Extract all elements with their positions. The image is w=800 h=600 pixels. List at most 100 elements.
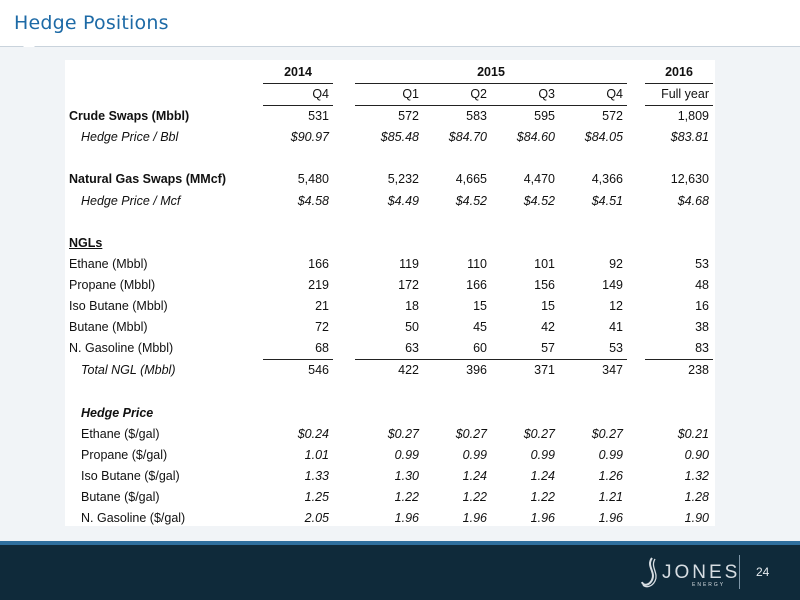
value-cell: 18 — [405, 299, 419, 314]
table-row: Total NGL (Mbbl) 546 422 396 371 347 238 — [65, 359, 713, 382]
value-cell: $0.27 — [591, 426, 623, 441]
value-cell: $4.51 — [591, 193, 623, 208]
quarter-header: Q3 — [491, 83, 559, 107]
quarter-header: Q4 — [559, 83, 627, 107]
value-cell: 172 — [398, 277, 419, 292]
row-label: Butane (Mbbl) — [69, 320, 148, 335]
value-cell: 156 — [534, 277, 555, 292]
value-cell — [645, 403, 713, 424]
value-cell — [355, 148, 423, 169]
table-row: NGLs — [65, 233, 713, 254]
value-cell: 149 — [602, 277, 623, 292]
value-cell: $0.24 — [297, 426, 329, 441]
table-row: N. Gasoline ($/gal) 2.05 1.96 1.96 1.96 1.96 1… — [65, 508, 713, 529]
value-cell: 0.99 — [394, 447, 419, 462]
value-cell — [645, 148, 713, 169]
table-panel — [65, 60, 715, 526]
value-cell: 1.22 — [530, 489, 555, 504]
row-label: Iso Butane ($/gal) — [81, 468, 180, 483]
footer-stripe — [0, 541, 800, 545]
value-cell: 1.22 — [462, 489, 487, 504]
value-cell: $0.27 — [523, 426, 555, 441]
value-cell: $4.68 — [677, 193, 709, 208]
value-cell: 12,630 — [670, 172, 709, 187]
value-cell: 422 — [355, 359, 423, 382]
value-cell: 5,480 — [297, 172, 329, 187]
value-cell: 16 — [695, 299, 709, 314]
row-label: Natural Gas Swaps (MMcf) — [69, 172, 226, 187]
value-cell: 238 — [645, 359, 713, 382]
value-cell — [263, 148, 333, 169]
value-cell: 110 — [467, 256, 487, 271]
year-header-2016: 2016 — [645, 62, 713, 85]
company-logo: JONES ENERGY — [640, 556, 737, 590]
value-cell: $0.27 — [387, 426, 419, 441]
value-cell: 583 — [466, 109, 487, 124]
value-cell: 15 — [541, 299, 555, 314]
table-row: Hedge Price / Bbl $90.97 $85.48 $84.70 $84.6… — [65, 127, 713, 148]
value-cell — [423, 148, 491, 169]
value-cell: 60 — [473, 341, 487, 356]
table-row: Iso Butane (Mbbl) 21 18 15 15 12 16 — [65, 296, 713, 317]
table-row: Ethane (Mbbl) 166 119 110 101 92 53 — [65, 254, 713, 275]
value-cell: 1.21 — [598, 489, 623, 504]
value-cell: 83 — [695, 341, 709, 356]
value-cell: 1.25 — [304, 489, 329, 504]
value-cell: 119 — [399, 256, 419, 271]
value-cell — [491, 212, 559, 233]
row-label — [65, 212, 263, 233]
value-cell — [355, 212, 423, 233]
table-row — [65, 381, 713, 402]
value-cell: 21 — [315, 299, 329, 314]
value-cell: 166 — [466, 277, 487, 292]
value-cell: 15 — [473, 299, 487, 314]
value-cell: 53 — [695, 256, 709, 271]
table-row: Natural Gas Swaps (MMcf) 5,480 5,232 4,665 4… — [65, 169, 713, 190]
value-cell: $0.21 — [677, 426, 709, 441]
slide-header: Hedge Positions — [0, 0, 800, 47]
year-header-2014: 2014 — [263, 62, 333, 85]
value-cell — [355, 381, 423, 402]
value-cell — [423, 381, 491, 402]
header-divider — [0, 46, 800, 47]
value-cell: 572 — [602, 109, 623, 124]
value-cell: 219 — [308, 277, 329, 292]
quarter-header-row: Q4 Q1 Q2 Q3 Q4 Full year — [65, 83, 713, 107]
quarter-header: Q4 — [263, 83, 333, 107]
value-cell: 1.32 — [684, 468, 709, 483]
year-header-row: 2014 2015 2016 — [65, 62, 713, 85]
value-cell — [423, 233, 491, 254]
value-cell: 92 — [609, 256, 623, 271]
value-cell: 5,232 — [387, 172, 419, 187]
table-row — [65, 212, 713, 233]
value-cell — [559, 212, 627, 233]
value-cell: 595 — [534, 109, 555, 124]
quarter-header: Q2 — [423, 83, 491, 107]
value-cell: 546 — [263, 359, 333, 382]
value-cell: $4.52 — [455, 193, 487, 208]
value-cell — [491, 381, 559, 402]
value-cell — [263, 403, 333, 424]
value-cell: 38 — [695, 320, 709, 335]
value-cell — [423, 403, 491, 424]
value-cell — [645, 381, 713, 402]
value-cell — [645, 212, 713, 233]
value-cell: 4,366 — [591, 172, 623, 187]
table-row: Hedge Price / Mcf $4.58 $4.49 $4.52 $4.52 $4.… — [65, 191, 713, 212]
value-cell — [263, 212, 333, 233]
value-cell: 41 — [609, 320, 623, 335]
value-cell — [559, 403, 627, 424]
hedge-positions-table: 2014 2015 2016 Q4 Q1 Q2 Q3 Q4 Full year … — [65, 62, 713, 529]
value-cell — [559, 233, 627, 254]
value-cell — [263, 381, 333, 402]
value-cell: 0.99 — [598, 447, 623, 462]
table-row: Iso Butane ($/gal) 1.33 1.30 1.24 1.24 1.26 1.… — [65, 466, 713, 487]
value-cell: 72 — [315, 320, 329, 335]
row-label: Ethane (Mbbl) — [69, 256, 148, 271]
table-row — [65, 148, 713, 169]
value-cell: 1.22 — [394, 489, 419, 504]
value-cell: 0.99 — [530, 447, 555, 462]
value-cell: 1.01 — [304, 447, 329, 462]
logo-text: JONES — [662, 562, 741, 583]
value-cell — [491, 148, 559, 169]
